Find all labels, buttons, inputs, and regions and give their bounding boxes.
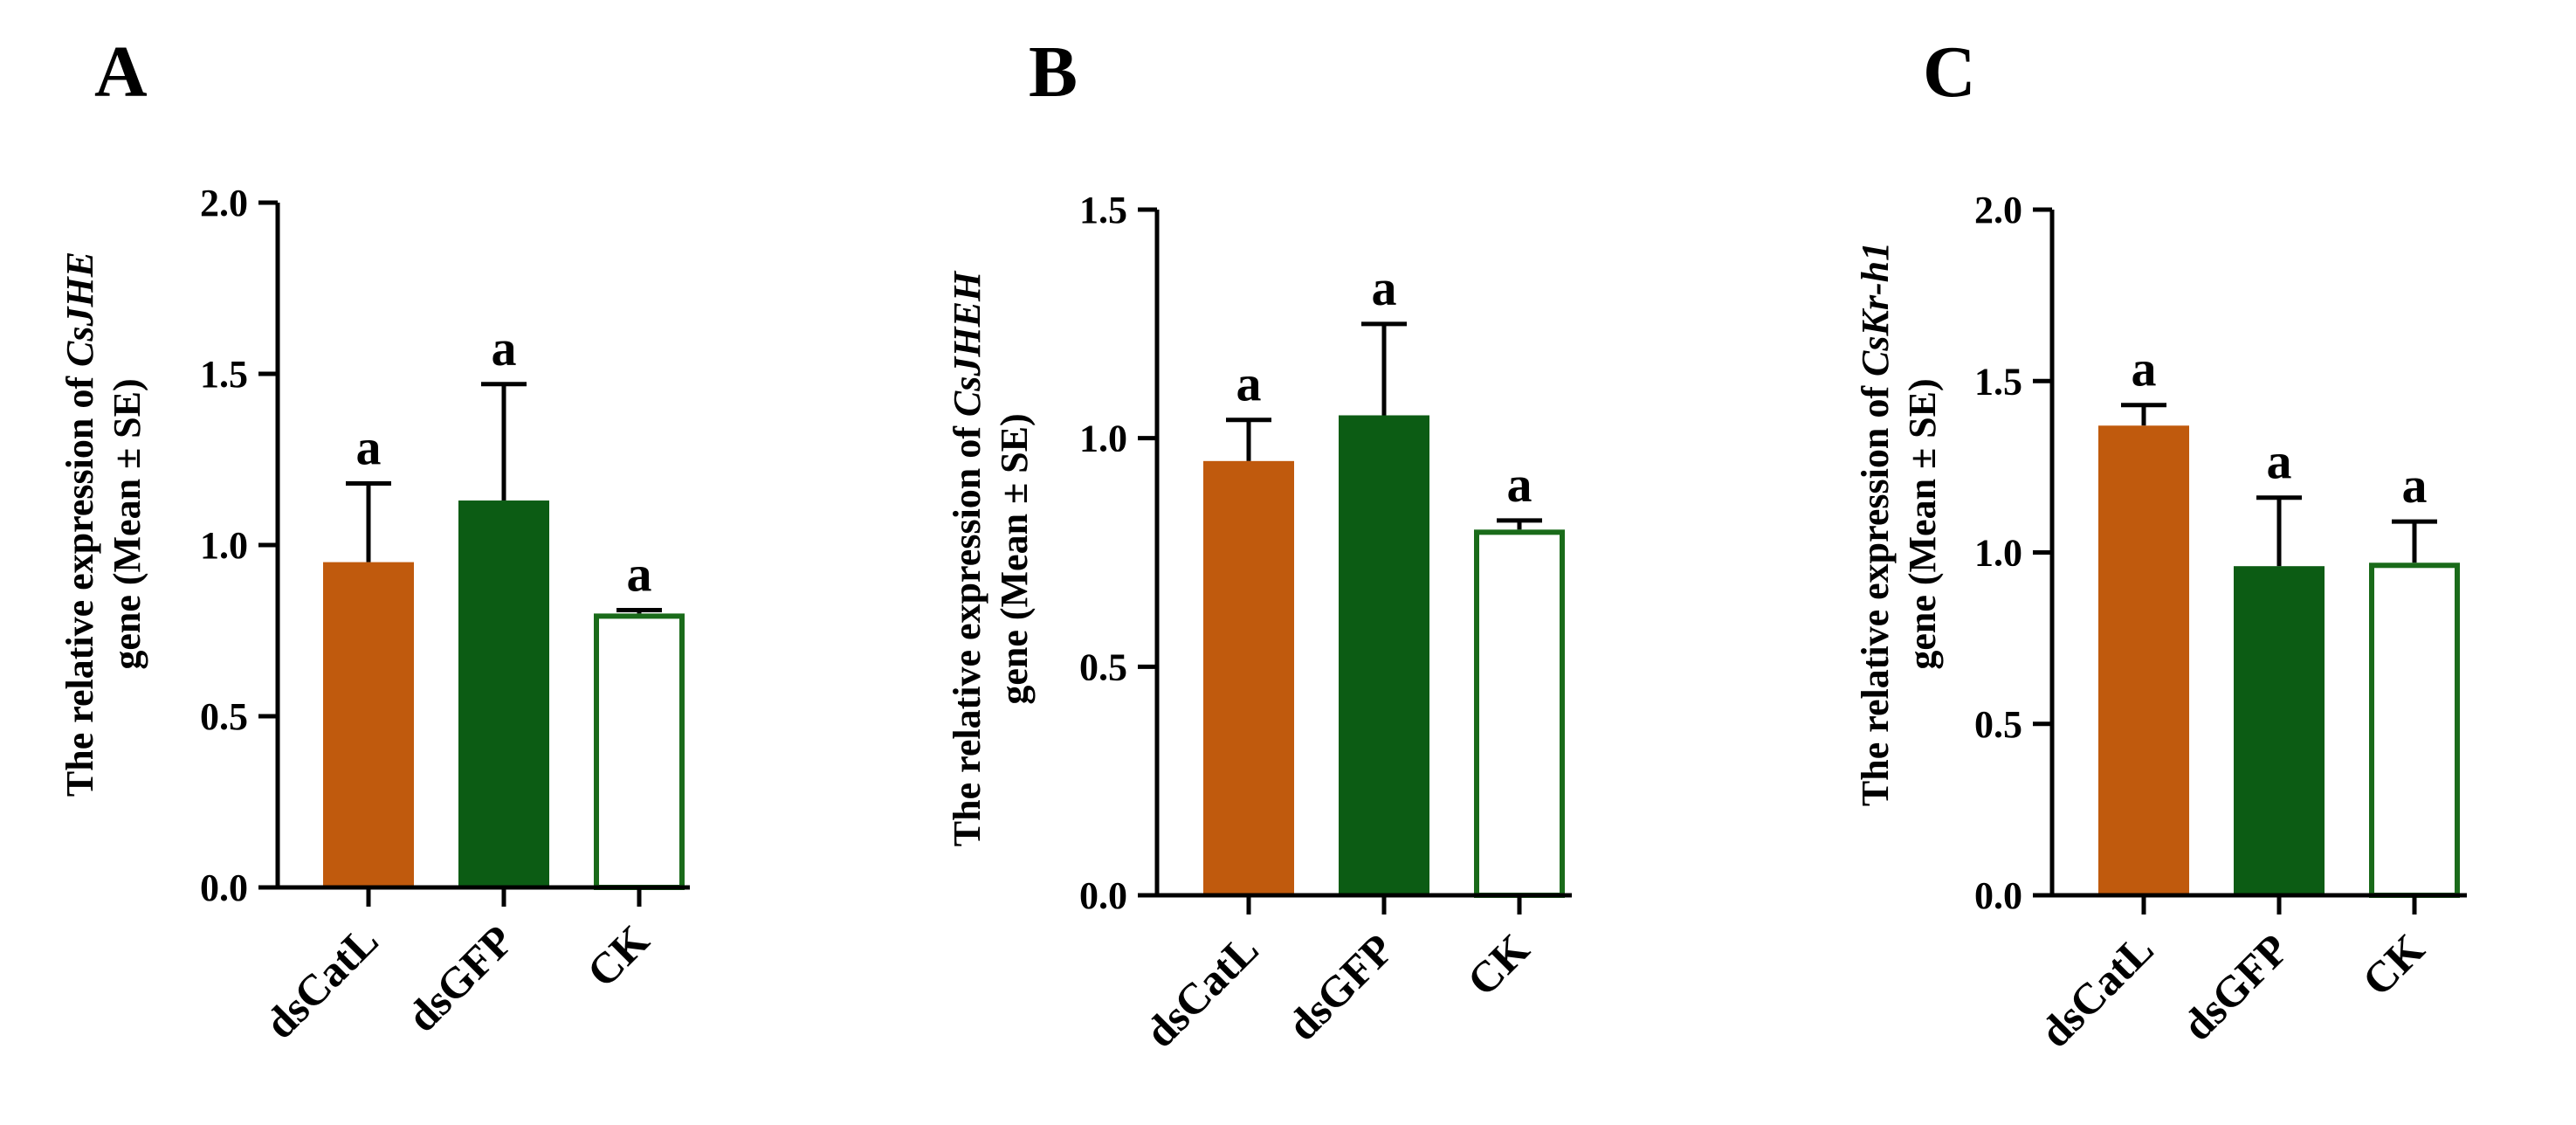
bar-ck — [1474, 529, 1565, 898]
significance-letter: a — [1507, 456, 1533, 513]
y-tick-label: 1.5 — [200, 353, 248, 396]
y-axis-label-line1: The relative expression of CsJHE — [59, 252, 101, 797]
y-tick-label: 2.0 — [200, 182, 248, 224]
significance-letter: a — [2267, 433, 2292, 490]
x-tick-label-ck: CK — [2352, 924, 2434, 1005]
plot-area-c: a a a 0.0 0.5 1.0 1.5 2.0 dsCatL dsGFP CK — [1974, 189, 2467, 1057]
x-tick-label-dscatl: dsCatL — [2030, 924, 2163, 1057]
bar-dscatl — [1203, 460, 1294, 895]
significance-letter: a — [492, 320, 517, 376]
bar-dsgfp — [458, 500, 549, 887]
y-tick-label: 0.0 — [200, 866, 248, 909]
bar-ck — [2369, 562, 2460, 899]
y-axis-label-b: The relative expression of CsJHEH gene (… — [946, 270, 1036, 846]
y-tick-label: 0.5 — [1974, 703, 2022, 746]
y-axis-label-c: The relative expression of CsKr-h1 gene … — [1854, 242, 1944, 806]
panel-letter-c: C — [1923, 31, 1976, 113]
panel-a: A The relative expression of CsJHE gene … — [59, 31, 690, 1048]
y-axis-label-line1: The relative expression of CsKr-h1 — [1854, 242, 1897, 806]
plot-area-a: a a a 0.0 0.5 1.0 1.5 2.0 dsCatL dsGFP CK — [200, 182, 690, 1048]
x-tick-label-dsgfp: dsGFP — [2173, 924, 2298, 1050]
y-tick-label: 1.0 — [1974, 532, 2022, 575]
y-tick-label: 1.0 — [1079, 418, 1127, 460]
panel-b: B The relative expression of CsJHEH gene… — [946, 31, 1572, 1057]
y-tick-label: 1.5 — [1974, 360, 2022, 403]
x-tick-label-dsgfp: dsGFP — [1278, 924, 1403, 1050]
y-axis-label-line1: The relative expression of CsJHEH — [946, 270, 988, 846]
significance-letter: a — [1236, 355, 1262, 412]
bar-ck — [594, 613, 685, 891]
x-tick-label-ck: CK — [1457, 924, 1539, 1005]
y-tick-label: 0.5 — [200, 695, 248, 738]
bar-dsgfp — [1339, 415, 1429, 895]
significance-letter: a — [1372, 259, 1397, 316]
y-axis-label-line2: gene (Mean ± SE) — [993, 413, 1036, 704]
y-tick-label: 2.0 — [1974, 189, 2022, 231]
significance-letter: a — [627, 545, 652, 602]
x-tick-label-dscatl: dsCatL — [255, 915, 388, 1048]
y-tick-label: 1.5 — [1079, 189, 1127, 231]
y-axis-label-line2: gene (Mean ± SE) — [106, 378, 148, 669]
significance-letter: a — [356, 418, 382, 475]
panel-c: C The relative expression of CsKr-h1 gen… — [1854, 31, 2467, 1057]
bar-dsgfp — [2234, 566, 2325, 895]
y-tick-label: 1.0 — [200, 524, 248, 567]
plot-area-b: a a a 0.0 0.5 1.0 1.5 dsCatL dsGFP CK — [1079, 189, 1572, 1057]
x-tick-label-ck: CK — [577, 915, 658, 997]
y-axis-label-a: The relative expression of CsJHE gene (M… — [59, 252, 148, 797]
panel-letter-b: B — [1029, 31, 1078, 113]
significance-letter: a — [2132, 341, 2157, 397]
panel-letter-a: A — [94, 31, 148, 113]
y-tick-label: 0.5 — [1079, 645, 1127, 688]
bar-dscatl — [323, 562, 414, 887]
x-tick-label-dscatl: dsCatL — [1135, 924, 1268, 1057]
x-tick-label-dsgfp: dsGFP — [397, 915, 523, 1041]
significance-letter: a — [2402, 457, 2428, 514]
y-tick-label: 0.0 — [1079, 874, 1127, 917]
bar-dscatl — [2098, 425, 2189, 895]
y-axis-label-line2: gene (Mean ± SE) — [1901, 378, 1944, 669]
y-tick-label: 0.0 — [1974, 874, 2022, 917]
